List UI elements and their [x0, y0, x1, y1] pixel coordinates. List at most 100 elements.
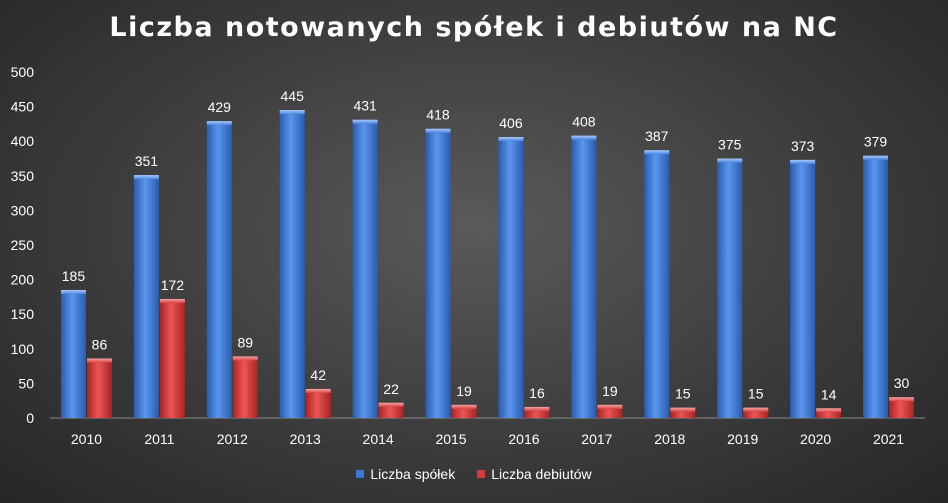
data-labels: 185 86 351 172 429 89 445 42 431 22 418 19 406 16 408 1… — [62, 88, 910, 402]
y-tick-label: 500 — [11, 64, 35, 80]
bar-cap — [159, 298, 185, 303]
y-tick-label: 100 — [11, 341, 35, 357]
x-tick-label: 2014 — [363, 431, 394, 447]
data-label: 418 — [426, 107, 450, 123]
data-label: 14 — [821, 386, 837, 402]
x-tick-label: 2013 — [290, 431, 321, 447]
data-label: 408 — [572, 114, 596, 130]
x-tick-label: 2015 — [435, 431, 466, 447]
legend-swatch-series-1 — [356, 470, 365, 478]
data-label: 16 — [529, 385, 545, 401]
x-tick-label: 2020 — [800, 431, 831, 447]
bar-cap — [378, 402, 404, 407]
bar-liczba-spolek — [498, 137, 524, 418]
bar-cap — [571, 135, 597, 140]
bar-cap — [232, 356, 258, 361]
y-tick-label: 450 — [11, 99, 35, 115]
y-tick-label: 400 — [11, 133, 35, 149]
bar-cap — [425, 128, 451, 133]
x-tick-label: 2010 — [71, 431, 102, 447]
data-label: 19 — [602, 383, 618, 399]
bar-liczba-debiutow — [889, 397, 915, 418]
bar-liczba-spolek — [863, 155, 889, 418]
bar-liczba-debiutow — [816, 408, 842, 418]
legend-item-series-2: Liczba debiutów — [477, 466, 592, 482]
bar-cap — [133, 175, 159, 180]
x-tick-label: 2021 — [873, 431, 904, 447]
y-tick-label: 250 — [11, 237, 35, 253]
bar-liczba-debiutow — [670, 407, 696, 418]
x-tick-label: 2019 — [727, 431, 758, 447]
legend-item-series-1: Liczba spółek — [356, 466, 455, 482]
data-label: 30 — [894, 375, 910, 391]
data-label: 445 — [281, 88, 305, 104]
legend-swatch-series-2 — [477, 470, 486, 478]
bar-cap — [86, 358, 112, 363]
data-label: 406 — [499, 115, 523, 131]
bar-liczba-debiutow — [524, 406, 550, 418]
bar-cap — [305, 388, 331, 393]
bar-cap — [670, 407, 696, 412]
data-label: 42 — [310, 367, 326, 383]
bar-cap — [206, 121, 232, 126]
bar-liczba-spolek — [279, 110, 305, 418]
y-tick-label: 300 — [11, 202, 35, 218]
x-tick-label: 2018 — [654, 431, 685, 447]
bar-liczba-spolek — [133, 175, 159, 418]
data-label: 15 — [675, 386, 691, 402]
bar-cap — [889, 397, 915, 402]
bar-cap — [451, 404, 477, 409]
bar-liczba-debiutow — [86, 358, 112, 418]
bar-cap — [790, 159, 816, 164]
y-tick-label: 200 — [11, 272, 35, 288]
data-label: 185 — [62, 268, 86, 284]
bar-cap — [863, 155, 889, 160]
bar-liczba-debiutow — [305, 388, 331, 418]
bar-cap — [279, 110, 305, 115]
bar-cap — [352, 119, 378, 124]
bar-liczba-spolek — [644, 150, 670, 419]
data-label: 89 — [238, 334, 254, 350]
bar-liczba-spolek — [352, 119, 378, 419]
x-tick-label: 2016 — [508, 431, 539, 447]
data-label: 22 — [383, 381, 399, 397]
data-label: 19 — [456, 383, 472, 399]
bar-cap — [816, 408, 842, 413]
x-tick-label: 2012 — [217, 431, 248, 447]
bar-liczba-debiutow — [232, 356, 258, 418]
data-label: 351 — [135, 153, 159, 169]
bar-cap — [524, 406, 550, 411]
chart-title: Liczba notowanych spółek i debiutów na N… — [109, 12, 839, 43]
data-label: 15 — [748, 386, 764, 402]
bar-liczba-debiutow — [743, 407, 769, 418]
bar-liczba-spolek — [206, 121, 232, 418]
x-tick-label: 2017 — [581, 431, 612, 447]
bar-cap — [644, 150, 670, 155]
y-tick-label: 350 — [11, 168, 35, 184]
legend-label-series-2: Liczba debiutów — [491, 466, 592, 482]
bar-liczba-spolek — [717, 158, 743, 418]
bars — [60, 110, 915, 419]
bar-cap — [597, 404, 623, 409]
bar-liczba-spolek — [60, 289, 86, 418]
x-tick-label: 2011 — [144, 431, 174, 447]
axes: 0 50 100 150 200 250 300 350 400 450 500 2010 2011 20… — [11, 64, 925, 447]
y-tick-label: 0 — [26, 410, 34, 426]
data-label: 373 — [791, 138, 815, 154]
bar-liczba-spolek — [571, 135, 597, 418]
y-tick-label: 150 — [11, 306, 35, 322]
bar-liczba-debiutow — [159, 298, 185, 418]
data-label: 387 — [645, 128, 669, 144]
bar-liczba-spolek — [425, 128, 451, 418]
legend-label-series-1: Liczba spółek — [370, 466, 456, 482]
bar-cap — [743, 407, 769, 412]
y-tick-label: 50 — [18, 375, 34, 391]
bar-liczba-spolek — [790, 159, 816, 418]
data-label: 86 — [92, 336, 108, 352]
bar-cap — [717, 158, 743, 163]
data-label: 172 — [161, 277, 185, 293]
legend: Liczba spółek Liczba debiutów — [0, 466, 948, 482]
data-label: 429 — [208, 99, 232, 115]
